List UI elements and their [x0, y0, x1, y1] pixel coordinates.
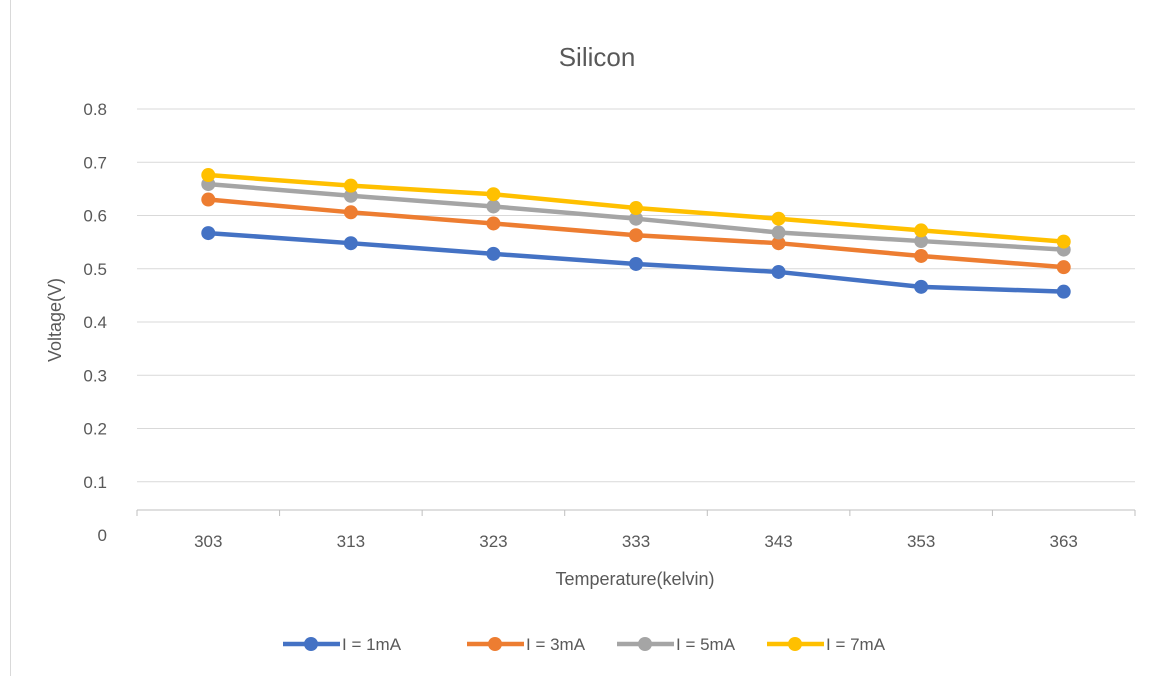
data-point: [914, 223, 929, 238]
data-point: [343, 205, 358, 220]
x-tick-label: 333: [622, 532, 650, 551]
data-point: [914, 248, 929, 263]
x-axis-ticks: 303 313 323 333 343 353 363: [194, 532, 1078, 551]
legend-swatch-marker: [304, 637, 318, 651]
legend-item: I = 3mA: [467, 635, 586, 654]
y-tick-label: 0.3: [83, 366, 107, 385]
legend-item: I = 7mA: [767, 635, 886, 654]
data-point: [1056, 284, 1071, 299]
data-point: [486, 216, 501, 231]
y-tick-label: 0: [98, 526, 107, 545]
chart-title: Silicon: [559, 42, 636, 72]
x-tick-label: 363: [1050, 532, 1078, 551]
legend-label: I = 7mA: [826, 635, 886, 654]
y-axis-label: Voltage(V): [45, 278, 65, 362]
data-point: [914, 279, 929, 294]
legend-swatch-marker: [788, 637, 802, 651]
data-point: [771, 236, 786, 251]
data-point: [771, 211, 786, 226]
data-point: [343, 236, 358, 251]
x-tick-label: 303: [194, 532, 222, 551]
data-point: [201, 226, 216, 241]
series-3: [201, 177, 1071, 257]
data-point: [629, 201, 643, 216]
data-point: [486, 199, 501, 214]
series-2: [201, 192, 1071, 275]
legend-item: I = 1mA: [283, 635, 402, 654]
y-axis-ticks: 0 0.1 0.2 0.3 0.4 0.5 0.6 0.7 0.8: [83, 100, 107, 545]
series-4: [201, 168, 1071, 249]
data-point: [771, 225, 786, 240]
legend: I = 1mA I = 3mA I = 5mA I = 7mA: [283, 635, 886, 654]
x-tick-label: 353: [907, 532, 935, 551]
series-1: [201, 226, 1071, 299]
legend-label: I = 5mA: [676, 635, 736, 654]
data-point: [201, 168, 216, 183]
data-point: [771, 264, 786, 279]
data-point: [1056, 260, 1071, 275]
y-tick-label: 0.8: [83, 100, 107, 119]
y-tick-label: 0.7: [83, 153, 107, 172]
data-point: [201, 192, 216, 207]
y-tick-label: 0.2: [83, 420, 107, 439]
line-chart: Silicon 0 0.1 0.2 0.3 0.4 0.5 0.6 0.7 0.8 303 313…: [45, 42, 1136, 654]
y-tick-label: 0.5: [83, 260, 107, 279]
data-point: [486, 187, 501, 202]
legend-swatch-marker: [638, 637, 652, 651]
data-point: [914, 234, 929, 249]
data-point: [629, 256, 643, 271]
legend-label: I = 1mA: [342, 635, 402, 654]
data-point: [629, 228, 643, 243]
x-tick-label: 323: [479, 532, 507, 551]
y-tick-label: 0.1: [83, 473, 107, 492]
data-point: [343, 188, 358, 203]
x-tick-label: 313: [337, 532, 365, 551]
data-point: [486, 246, 501, 261]
x-axis-label: Temperature(kelvin): [555, 569, 714, 589]
legend-label: I = 3mA: [526, 635, 586, 654]
data-point: [1056, 234, 1071, 249]
legend-swatch-marker: [488, 637, 502, 651]
chart-area: Silicon 0 0.1 0.2 0.3 0.4 0.5 0.6 0.7 0.8 303 313…: [10, 0, 1157, 676]
series-group: [201, 168, 1071, 299]
y-tick-label: 0.6: [83, 207, 107, 226]
data-point: [629, 211, 643, 226]
y-tick-label: 0.4: [83, 313, 107, 332]
gridlines: [137, 108, 1135, 483]
legend-item: I = 5mA: [617, 635, 736, 654]
data-point: [343, 178, 358, 193]
x-axis: [136, 509, 1136, 516]
x-tick-label: 343: [764, 532, 792, 551]
